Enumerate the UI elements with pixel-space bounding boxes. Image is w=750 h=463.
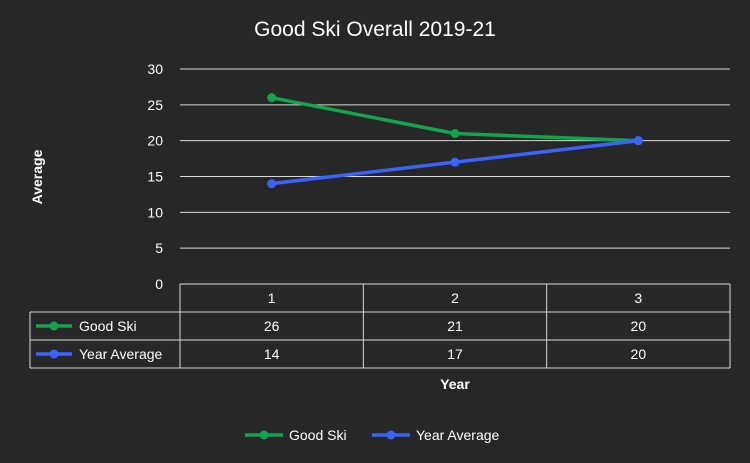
data-point	[267, 93, 277, 103]
series-lines	[267, 93, 643, 189]
data-point	[633, 136, 643, 146]
y-axis-title: Average	[29, 149, 45, 204]
y-axis-ticks: 0 5 10 15 20 25 30	[147, 61, 163, 292]
data-label: 20	[631, 318, 647, 334]
data-label: 21	[447, 318, 463, 334]
data-point	[450, 157, 460, 167]
data-label: 26	[264, 318, 280, 334]
y-tick-label: 10	[147, 204, 163, 220]
data-point	[450, 129, 460, 138]
y-tick-label: 0	[155, 276, 163, 292]
table-legend-marker	[49, 321, 59, 331]
y-tick-label: 20	[147, 133, 163, 149]
data-label: 20	[631, 346, 647, 362]
y-tick-label: 5	[155, 240, 163, 256]
data-point	[267, 179, 277, 189]
data-label: 17	[447, 346, 463, 362]
y-tick-label: 15	[147, 169, 163, 185]
chart-title: Good Ski Overall 2019-21	[254, 18, 496, 41]
legend-label: Good Ski	[289, 427, 347, 443]
y-tick-label: 25	[147, 97, 163, 113]
legend-marker	[386, 430, 396, 440]
data-table: 1 2 3 Good Ski 26 21 20 Year Average 14 17 20	[29, 283, 731, 369]
legend-marker	[259, 430, 269, 440]
x-axis-title: Year	[440, 376, 470, 392]
legend: Good Ski Year Average	[245, 427, 500, 443]
data-label: 14	[264, 346, 280, 362]
x-tick-label: 2	[451, 290, 459, 306]
x-tick-label: 3	[634, 290, 642, 306]
table-series-name: Year Average	[79, 346, 163, 362]
gridlines	[180, 68, 730, 249]
legend-label: Year Average	[416, 427, 500, 443]
y-tick-label: 30	[147, 61, 163, 77]
table-series-name: Good Ski	[79, 318, 137, 334]
x-tick-label: 1	[268, 290, 276, 306]
table-legend-marker	[49, 349, 59, 359]
